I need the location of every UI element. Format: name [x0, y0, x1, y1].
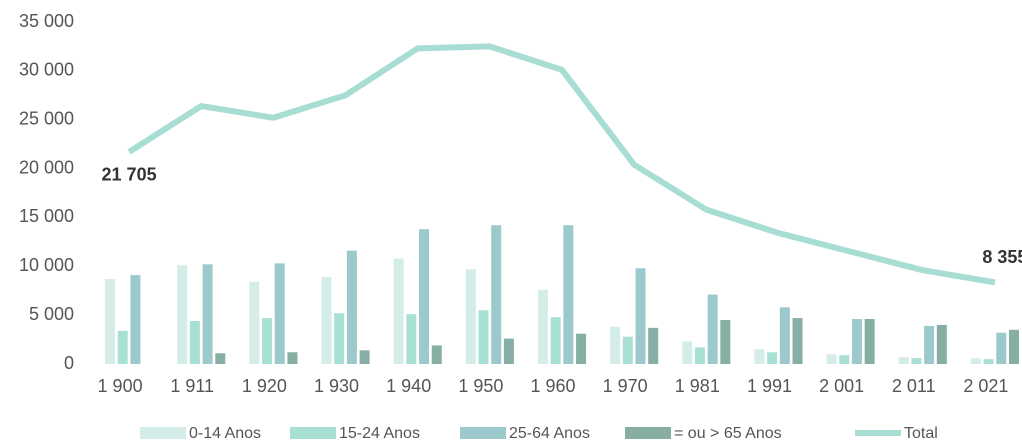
bar: [1008, 329, 1019, 364]
bar: [321, 277, 332, 364]
bar: [334, 313, 345, 364]
bar: [936, 324, 947, 364]
bar: [563, 225, 574, 364]
legend-label: 15-24 Anos: [339, 425, 420, 442]
bar: [826, 354, 837, 364]
y-tick-label: 5 000: [29, 304, 74, 324]
bar: [503, 338, 514, 364]
bar: [177, 265, 188, 364]
y-tick-label: 25 000: [19, 108, 74, 128]
y-tick-label: 20 000: [19, 157, 74, 177]
bar: [622, 336, 633, 364]
y-tick-label: 15 000: [19, 206, 74, 226]
bar: [851, 319, 862, 364]
bar: [550, 317, 561, 364]
x-tick-label: 2 021: [963, 376, 1008, 396]
bar: [537, 289, 548, 364]
bar: [792, 318, 803, 364]
data-label: 8 355: [982, 247, 1022, 267]
bar: [478, 310, 489, 364]
bar: [767, 352, 778, 364]
x-tick-label: 1 950: [458, 376, 503, 396]
x-tick-label: 1 920: [242, 376, 287, 396]
bar: [898, 357, 909, 364]
x-tick-label: 1 900: [98, 376, 143, 396]
y-tick-label: 35 000: [19, 11, 74, 31]
data-label: 21 705: [102, 165, 157, 185]
bar: [287, 352, 298, 364]
bar: [130, 275, 141, 364]
bar: [419, 229, 430, 364]
bar: [346, 250, 357, 364]
bar: [970, 358, 981, 364]
legend-swatch: [625, 427, 671, 439]
bar: [465, 269, 476, 364]
bar: [694, 347, 705, 364]
bar: [406, 314, 417, 364]
bar: [117, 330, 128, 364]
x-tick-label: 1 960: [530, 376, 575, 396]
bar: [911, 358, 922, 364]
legend-label: 0-14 Anos: [189, 425, 261, 442]
bar: [359, 350, 370, 364]
bar: [839, 355, 850, 364]
bar: [491, 225, 502, 364]
bar: [215, 353, 226, 364]
x-tick-label: 1 981: [675, 376, 720, 396]
y-tick-label: 0: [64, 353, 74, 373]
bar: [720, 320, 731, 364]
x-tick-label: 2 001: [819, 376, 864, 396]
y-tick-label: 30 000: [19, 60, 74, 80]
bar: [779, 307, 790, 364]
bar: [274, 263, 285, 364]
legend-label: 25-64 Anos: [509, 425, 590, 442]
legend-label: = ou > 65 Anos: [674, 425, 782, 442]
x-tick-label: 1 930: [314, 376, 359, 396]
legend-swatch: [460, 427, 506, 439]
x-tick-label: 2 011: [892, 376, 936, 396]
bar: [707, 294, 718, 364]
bar: [189, 321, 200, 364]
x-tick-label: 1 940: [386, 376, 431, 396]
bar: [431, 345, 442, 364]
bar: [202, 264, 213, 364]
bar: [983, 359, 994, 364]
bar: [924, 325, 935, 364]
legend-swatch: [140, 427, 186, 439]
bar: [262, 318, 273, 364]
x-tick-label: 1 970: [603, 376, 648, 396]
bar: [682, 341, 693, 364]
bar: [576, 333, 587, 364]
bar: [864, 319, 875, 364]
bar: [105, 278, 116, 364]
bar: [996, 332, 1007, 364]
legend-swatch: [290, 427, 336, 439]
bar: [648, 327, 659, 364]
legend-label: Total: [904, 425, 938, 442]
bar: [610, 326, 621, 364]
x-tick-label: 1 911: [170, 376, 214, 396]
x-tick-label: 1 991: [747, 376, 792, 396]
bar: [635, 268, 646, 364]
bar: [393, 258, 404, 364]
bar: [754, 349, 765, 364]
line: [127, 43, 996, 286]
bar: [249, 281, 260, 364]
y-tick-label: 10 000: [19, 255, 74, 275]
